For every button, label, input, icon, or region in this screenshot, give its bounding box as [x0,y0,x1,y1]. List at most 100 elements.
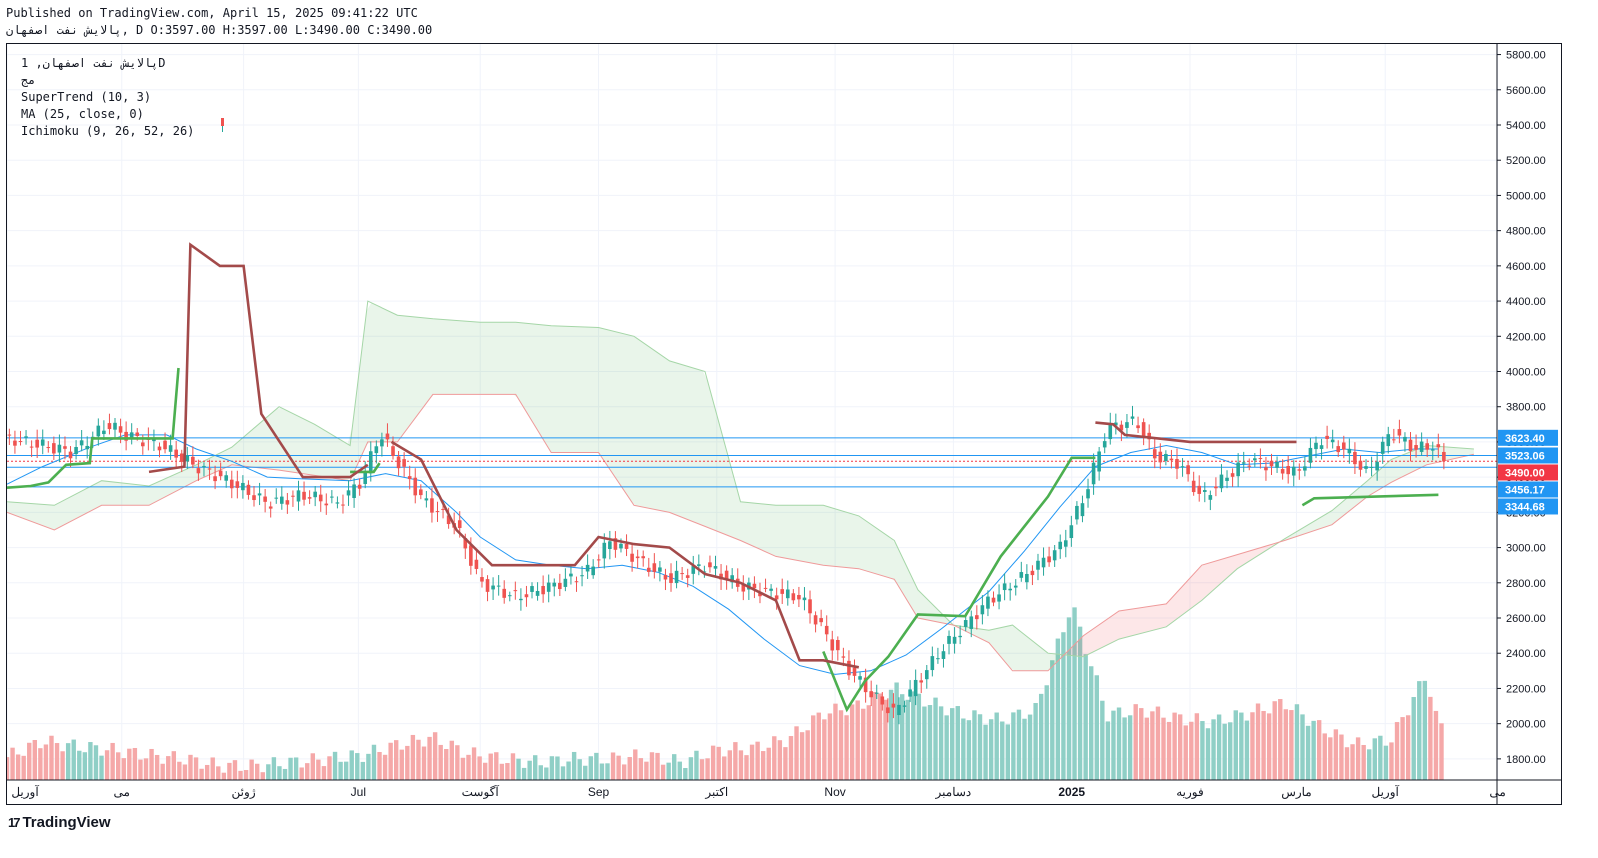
candle-body [591,566,595,576]
volume-bar [127,748,132,780]
volume-bar [88,742,93,780]
volume-bar [249,759,254,780]
chart-frame[interactable]: 5800.00 5600.00 5400.00 5200.00 5000.00 4800.… [6,43,1562,805]
candle-body [407,476,412,480]
volume-bar [238,770,243,780]
volume-bar [366,753,371,780]
chart-canvas[interactable]: 5800.00 5600.00 5400.00 5200.00 5000.00 4800.… [7,44,1561,804]
candle-body [836,639,840,651]
volume-bar [966,720,972,780]
volume-bar [571,751,577,780]
volume-bar [560,766,566,780]
volume-bar [188,754,193,780]
volume-bar [177,761,182,780]
volume-bar [216,766,221,780]
candle-body [619,543,623,549]
candle-body [919,680,924,683]
volume-bar [1033,703,1038,780]
candle-body [874,692,879,694]
volume-bar [455,745,460,780]
candle-body [630,553,634,562]
price-label-box [1498,498,1558,515]
candle-body [85,445,90,450]
volume-bar [749,744,755,780]
volume-bar [355,753,360,780]
candle-body [330,496,334,498]
volume-bar [788,736,794,780]
volume-bar [594,752,599,780]
volume-bar [1333,729,1339,780]
candle-body [1264,467,1268,471]
tradingview-brand[interactable]: 17 TradingView [8,814,111,831]
candle-body [1019,572,1024,578]
volume-bar [449,740,455,780]
candle-body [1041,557,1046,568]
candle-body [29,446,34,448]
candle-body [808,599,812,614]
volume-bar [1361,744,1366,780]
volume-bar [444,748,449,780]
volume-bar [544,767,549,780]
volume-bar [633,749,638,780]
volume-bar [1022,718,1027,780]
volume-bar [505,763,510,780]
volume-bar [1239,712,1244,780]
candle-body [480,577,484,582]
candle-body [368,451,373,474]
volume-bar [499,763,505,780]
volume-bar [160,763,165,780]
candle-body [819,618,823,623]
candle-body [608,541,612,550]
volume-bar [266,764,271,780]
candle-body [1097,451,1101,472]
volume-bar [71,739,76,780]
volume-bar [950,708,955,780]
candle-body [596,559,601,561]
volume-bar [994,712,999,780]
candle-body [307,497,312,499]
candle-body [980,605,985,615]
price-label-box [1498,429,1558,446]
candle-body [952,636,957,644]
volume-bar [766,747,771,780]
candle-body [1375,461,1379,471]
volume-bar [1189,721,1194,780]
candle-body [1386,434,1391,447]
price-label-box [1498,447,1558,464]
candle-body [791,593,796,601]
y-tick-label: 4600.00 [1506,261,1546,273]
volume-bar [7,757,10,780]
y-tick-label: 2600.00 [1506,613,1546,625]
candle-body [474,559,479,569]
volume-bar [1389,742,1394,780]
volume-bar [1155,706,1161,780]
volume-bar [1216,714,1222,780]
candle-body [179,453,184,462]
volume-bar [1077,626,1083,780]
ohlc-header: پالایش نفت اصفهان, D O:3597.00 H:3597.00… [6,23,433,37]
y-tick-label: 5400.00 [1506,120,1546,132]
volume-bar [944,715,949,780]
candle-body [424,498,429,501]
candle-body [574,581,579,583]
volume-bar [77,750,82,780]
candle-body [602,542,607,559]
volume-bar [794,726,799,780]
candle-body [419,489,423,496]
candle-body [975,615,979,620]
candle-body [1013,585,1018,588]
volume-bar [460,757,466,780]
candle-body [958,635,962,638]
volume-bar [471,747,477,780]
candle-body [947,635,951,644]
volume-bar [60,751,65,780]
y-tick-label: 2200.00 [1506,683,1546,695]
candle-body [769,588,773,591]
candle-body [224,475,229,481]
supertrend-up-line [822,456,1096,713]
candle-body [207,468,212,470]
volume-bar [49,735,54,780]
volume-bar [199,768,204,780]
volume-bar [27,742,32,780]
candle-body [1286,466,1290,475]
